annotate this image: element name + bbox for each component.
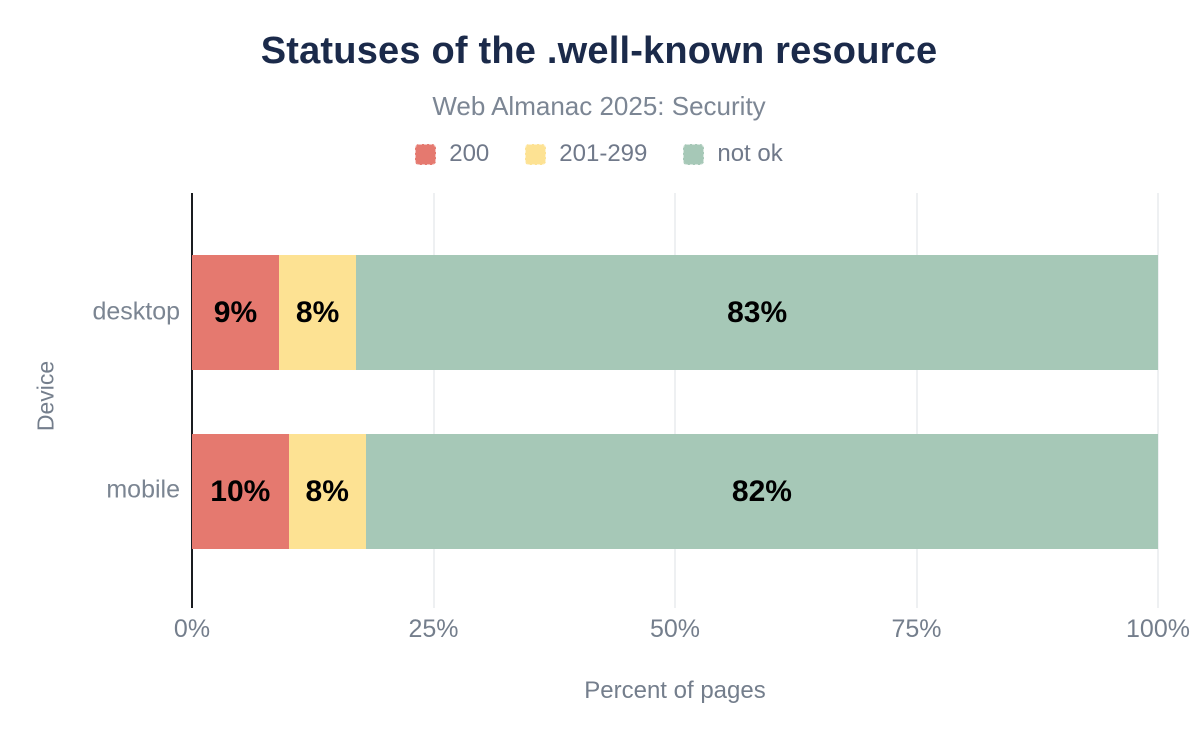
bar-segment-desktop-200[interactable]: 9% xyxy=(192,255,279,370)
bar-segment-desktop-201-299[interactable]: 8% xyxy=(278,255,357,370)
category-label-mobile: mobile xyxy=(106,475,180,504)
gridline-50 xyxy=(674,193,676,608)
chart-title: Statuses of the .well-known resource xyxy=(260,30,938,72)
x-tick-label-0: 0% xyxy=(173,615,211,643)
plot-area: 9% 8% 83% 10% 8% 82% xyxy=(192,193,1159,608)
bar-value-label: 83% xyxy=(727,295,788,329)
chart-subtitle: Web Almanac 2025: Security xyxy=(432,91,766,121)
x-tick-label-100: 100% xyxy=(1126,615,1190,643)
legend-swatch-201-299 xyxy=(525,143,547,165)
x-tick-label-50: 50% xyxy=(649,615,701,643)
x-axis-title: Percent of pages xyxy=(584,677,766,704)
gridline-25 xyxy=(432,193,435,608)
bar-value-label: 82% xyxy=(731,474,792,508)
bar-segment-desktop-not-ok[interactable]: 83% xyxy=(356,255,1158,370)
bar-value-label: 10% xyxy=(210,474,271,508)
gridline-75 xyxy=(915,193,918,608)
legend-label-200: 200 xyxy=(449,140,490,167)
legend-item-not-ok[interactable]: not ok xyxy=(683,140,783,168)
bar-segment-mobile-200[interactable]: 10% xyxy=(192,434,289,549)
bar-value-label: 9% xyxy=(213,295,258,329)
bar-value-label: 8% xyxy=(295,295,340,329)
y-axis-title: Device xyxy=(32,360,59,432)
y-axis-line xyxy=(191,193,193,608)
bar-value-label: 8% xyxy=(305,474,349,508)
x-tick-label-75: 75% xyxy=(891,615,942,643)
legend-item-200[interactable]: 200 xyxy=(415,140,489,168)
legend: 200 201-299 not ok xyxy=(0,140,1198,168)
legend-label-not-ok: not ok xyxy=(717,140,783,167)
x-tick-label-25: 25% xyxy=(408,615,459,643)
bar-segment-mobile-201-299[interactable]: 8% xyxy=(288,434,366,549)
bar-segment-mobile-not-ok[interactable]: 82% xyxy=(365,434,1158,549)
gridline-100 xyxy=(1157,193,1159,608)
legend-label-201-299: 201-299 xyxy=(559,140,648,167)
legend-item-201-299[interactable]: 201-299 xyxy=(525,140,647,168)
category-label-desktop: desktop xyxy=(92,297,180,326)
legend-swatch-200 xyxy=(415,143,437,165)
legend-swatch-not-ok xyxy=(683,143,705,165)
